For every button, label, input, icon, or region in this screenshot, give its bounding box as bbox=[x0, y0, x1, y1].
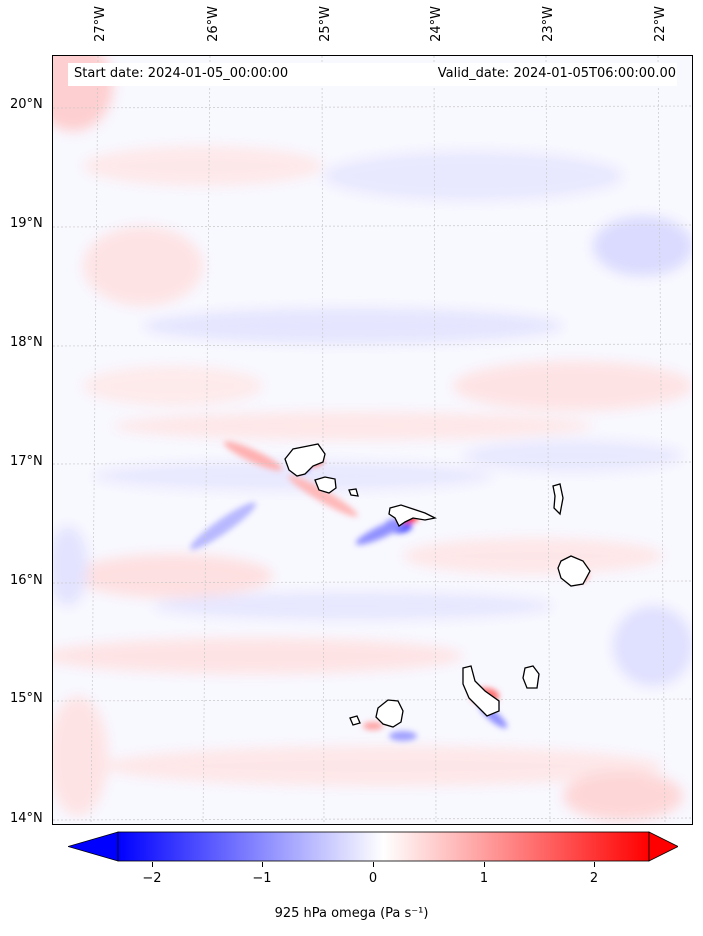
island-santo-antao bbox=[284, 443, 326, 477]
omega-map bbox=[52, 55, 693, 825]
island-santiago bbox=[462, 665, 500, 717]
lon-label-22w: 22°W bbox=[653, 6, 668, 42]
lat-label-20n: 20°N bbox=[10, 97, 43, 112]
lon-label-26w: 26°W bbox=[206, 6, 221, 42]
colorbar-tickmark bbox=[594, 862, 595, 867]
start-date-label: Start date: 2024-01-05_00:00:00 bbox=[74, 66, 289, 81]
lat-label-16n: 16°N bbox=[10, 573, 43, 588]
lat-label-15n: 15°N bbox=[10, 691, 43, 706]
valid-date-label: Valid_date: 2024-01-05T06:00:00.00 bbox=[437, 66, 676, 81]
island-santa-luzia bbox=[348, 488, 359, 497]
lat-label-19n: 19°N bbox=[10, 216, 43, 231]
colorbar-tickmark bbox=[484, 862, 485, 867]
omega-field bbox=[53, 56, 692, 824]
colorbar-tick-label: 0 bbox=[368, 871, 378, 886]
lon-label-23w: 23°W bbox=[541, 6, 556, 42]
colorbar-extend-low bbox=[68, 831, 119, 862]
colorbar-extend-high bbox=[648, 831, 678, 862]
colorbar-label: 925 hPa omega (Pa s⁻¹) bbox=[274, 906, 429, 921]
island-brava bbox=[349, 715, 361, 726]
colorbar-tickmark bbox=[152, 862, 153, 867]
island-fogo bbox=[375, 699, 404, 728]
lat-label-14n: 14°N bbox=[10, 811, 43, 826]
lat-label-18n: 18°N bbox=[10, 335, 43, 350]
colorbar-tick-label: 1 bbox=[479, 871, 489, 886]
island-sao-vicente bbox=[314, 476, 337, 494]
colorbar bbox=[68, 831, 678, 862]
lon-label-24w: 24°W bbox=[429, 6, 444, 42]
colorbar-tickmark bbox=[262, 862, 263, 867]
island-boa-vista bbox=[557, 555, 591, 587]
lat-label-17n: 17°N bbox=[10, 454, 43, 469]
island-sal bbox=[552, 483, 564, 516]
colorbar-tick-label: −1 bbox=[252, 871, 272, 886]
colorbar-tick-label: −2 bbox=[142, 871, 162, 886]
lon-label-25w: 25°W bbox=[318, 6, 333, 42]
island-maio bbox=[522, 665, 540, 689]
colorbar-gradient bbox=[117, 831, 650, 862]
island-sao-nicolau bbox=[388, 504, 437, 527]
lon-label-27w: 27°W bbox=[93, 6, 108, 42]
header-box bbox=[68, 63, 677, 86]
colorbar-tickmark bbox=[373, 862, 374, 867]
colorbar-tick-label: 2 bbox=[589, 871, 599, 886]
